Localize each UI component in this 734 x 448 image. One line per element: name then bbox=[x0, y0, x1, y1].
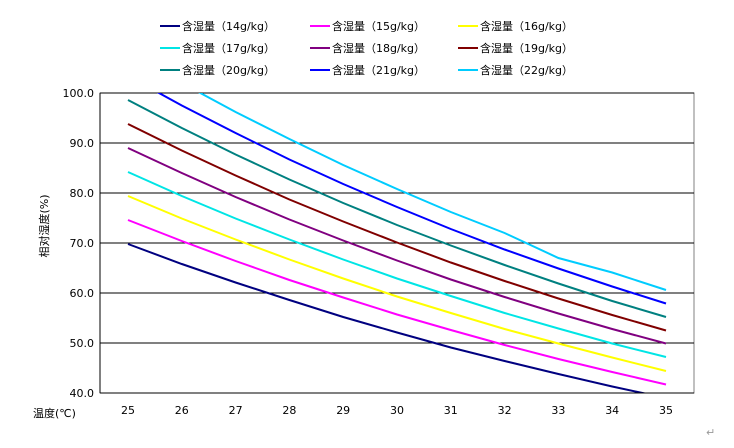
y-axis-tick-labels: 40.0 50.0 60.0 70.0 80.0 90.0 100.0 bbox=[63, 87, 95, 400]
x-tick-label: 33 bbox=[551, 404, 565, 417]
y-tick-label: 90.0 bbox=[70, 137, 95, 150]
x-tick-label: 29 bbox=[336, 404, 350, 417]
legend: 含湿量（14g/kg） 含湿量（15g/kg） 含湿量（16g/kg） 含湿量（17g… bbox=[160, 19, 573, 77]
x-tick-label: 25 bbox=[121, 404, 135, 417]
legend-label: 含湿量（20g/kg） bbox=[182, 63, 275, 77]
y-tick-label: 70.0 bbox=[70, 237, 95, 250]
series-lines bbox=[127, 93, 667, 393]
y-tick-label: 60.0 bbox=[70, 287, 95, 300]
x-tick-label: 27 bbox=[229, 404, 243, 417]
y-tick-label: 50.0 bbox=[70, 337, 95, 350]
y-tick-label: 100.0 bbox=[63, 87, 95, 100]
series-line-6 bbox=[127, 123, 667, 332]
x-tick-label: 30 bbox=[390, 404, 404, 417]
x-axis-tick-labels: 25 26 27 28 29 30 31 32 33 34 35 bbox=[121, 404, 673, 417]
series-line-3 bbox=[127, 195, 667, 372]
series-line-9 bbox=[198, 93, 667, 291]
y-axis-title: 相对湿度(%) bbox=[37, 194, 51, 257]
legend-label: 含湿量（18g/kg） bbox=[332, 41, 425, 55]
series-line-2 bbox=[127, 219, 667, 386]
legend-label: 含湿量（19g/kg） bbox=[480, 41, 573, 55]
y-tick-label: 80.0 bbox=[70, 187, 95, 200]
legend-label: 含湿量（22g/kg） bbox=[480, 63, 573, 77]
series-line-5 bbox=[127, 147, 667, 345]
legend-label: 含湿量（17g/kg） bbox=[182, 41, 275, 55]
legend-label: 含湿量（21g/kg） bbox=[332, 63, 425, 77]
x-axis-title: 温度(℃) bbox=[33, 406, 76, 420]
legend-label: 含湿量（15g/kg） bbox=[332, 19, 425, 33]
x-tick-label: 34 bbox=[605, 404, 619, 417]
legend-label: 含湿量（16g/kg） bbox=[480, 19, 573, 33]
series-line-4 bbox=[127, 171, 667, 358]
x-tick-label: 31 bbox=[444, 404, 458, 417]
y-tick-label: 40.0 bbox=[70, 387, 95, 400]
series-line-1 bbox=[127, 243, 648, 393]
x-tick-label: 26 bbox=[175, 404, 189, 417]
legend-label: 含湿量（14g/kg） bbox=[182, 19, 275, 33]
x-tick-label: 28 bbox=[282, 404, 296, 417]
series-line-7 bbox=[127, 99, 667, 318]
gridlines bbox=[100, 92, 694, 344]
x-tick-label: 32 bbox=[498, 404, 512, 417]
return-mark: ↵ bbox=[706, 426, 715, 439]
series-line-8 bbox=[156, 93, 667, 305]
x-tick-label: 35 bbox=[659, 404, 673, 417]
